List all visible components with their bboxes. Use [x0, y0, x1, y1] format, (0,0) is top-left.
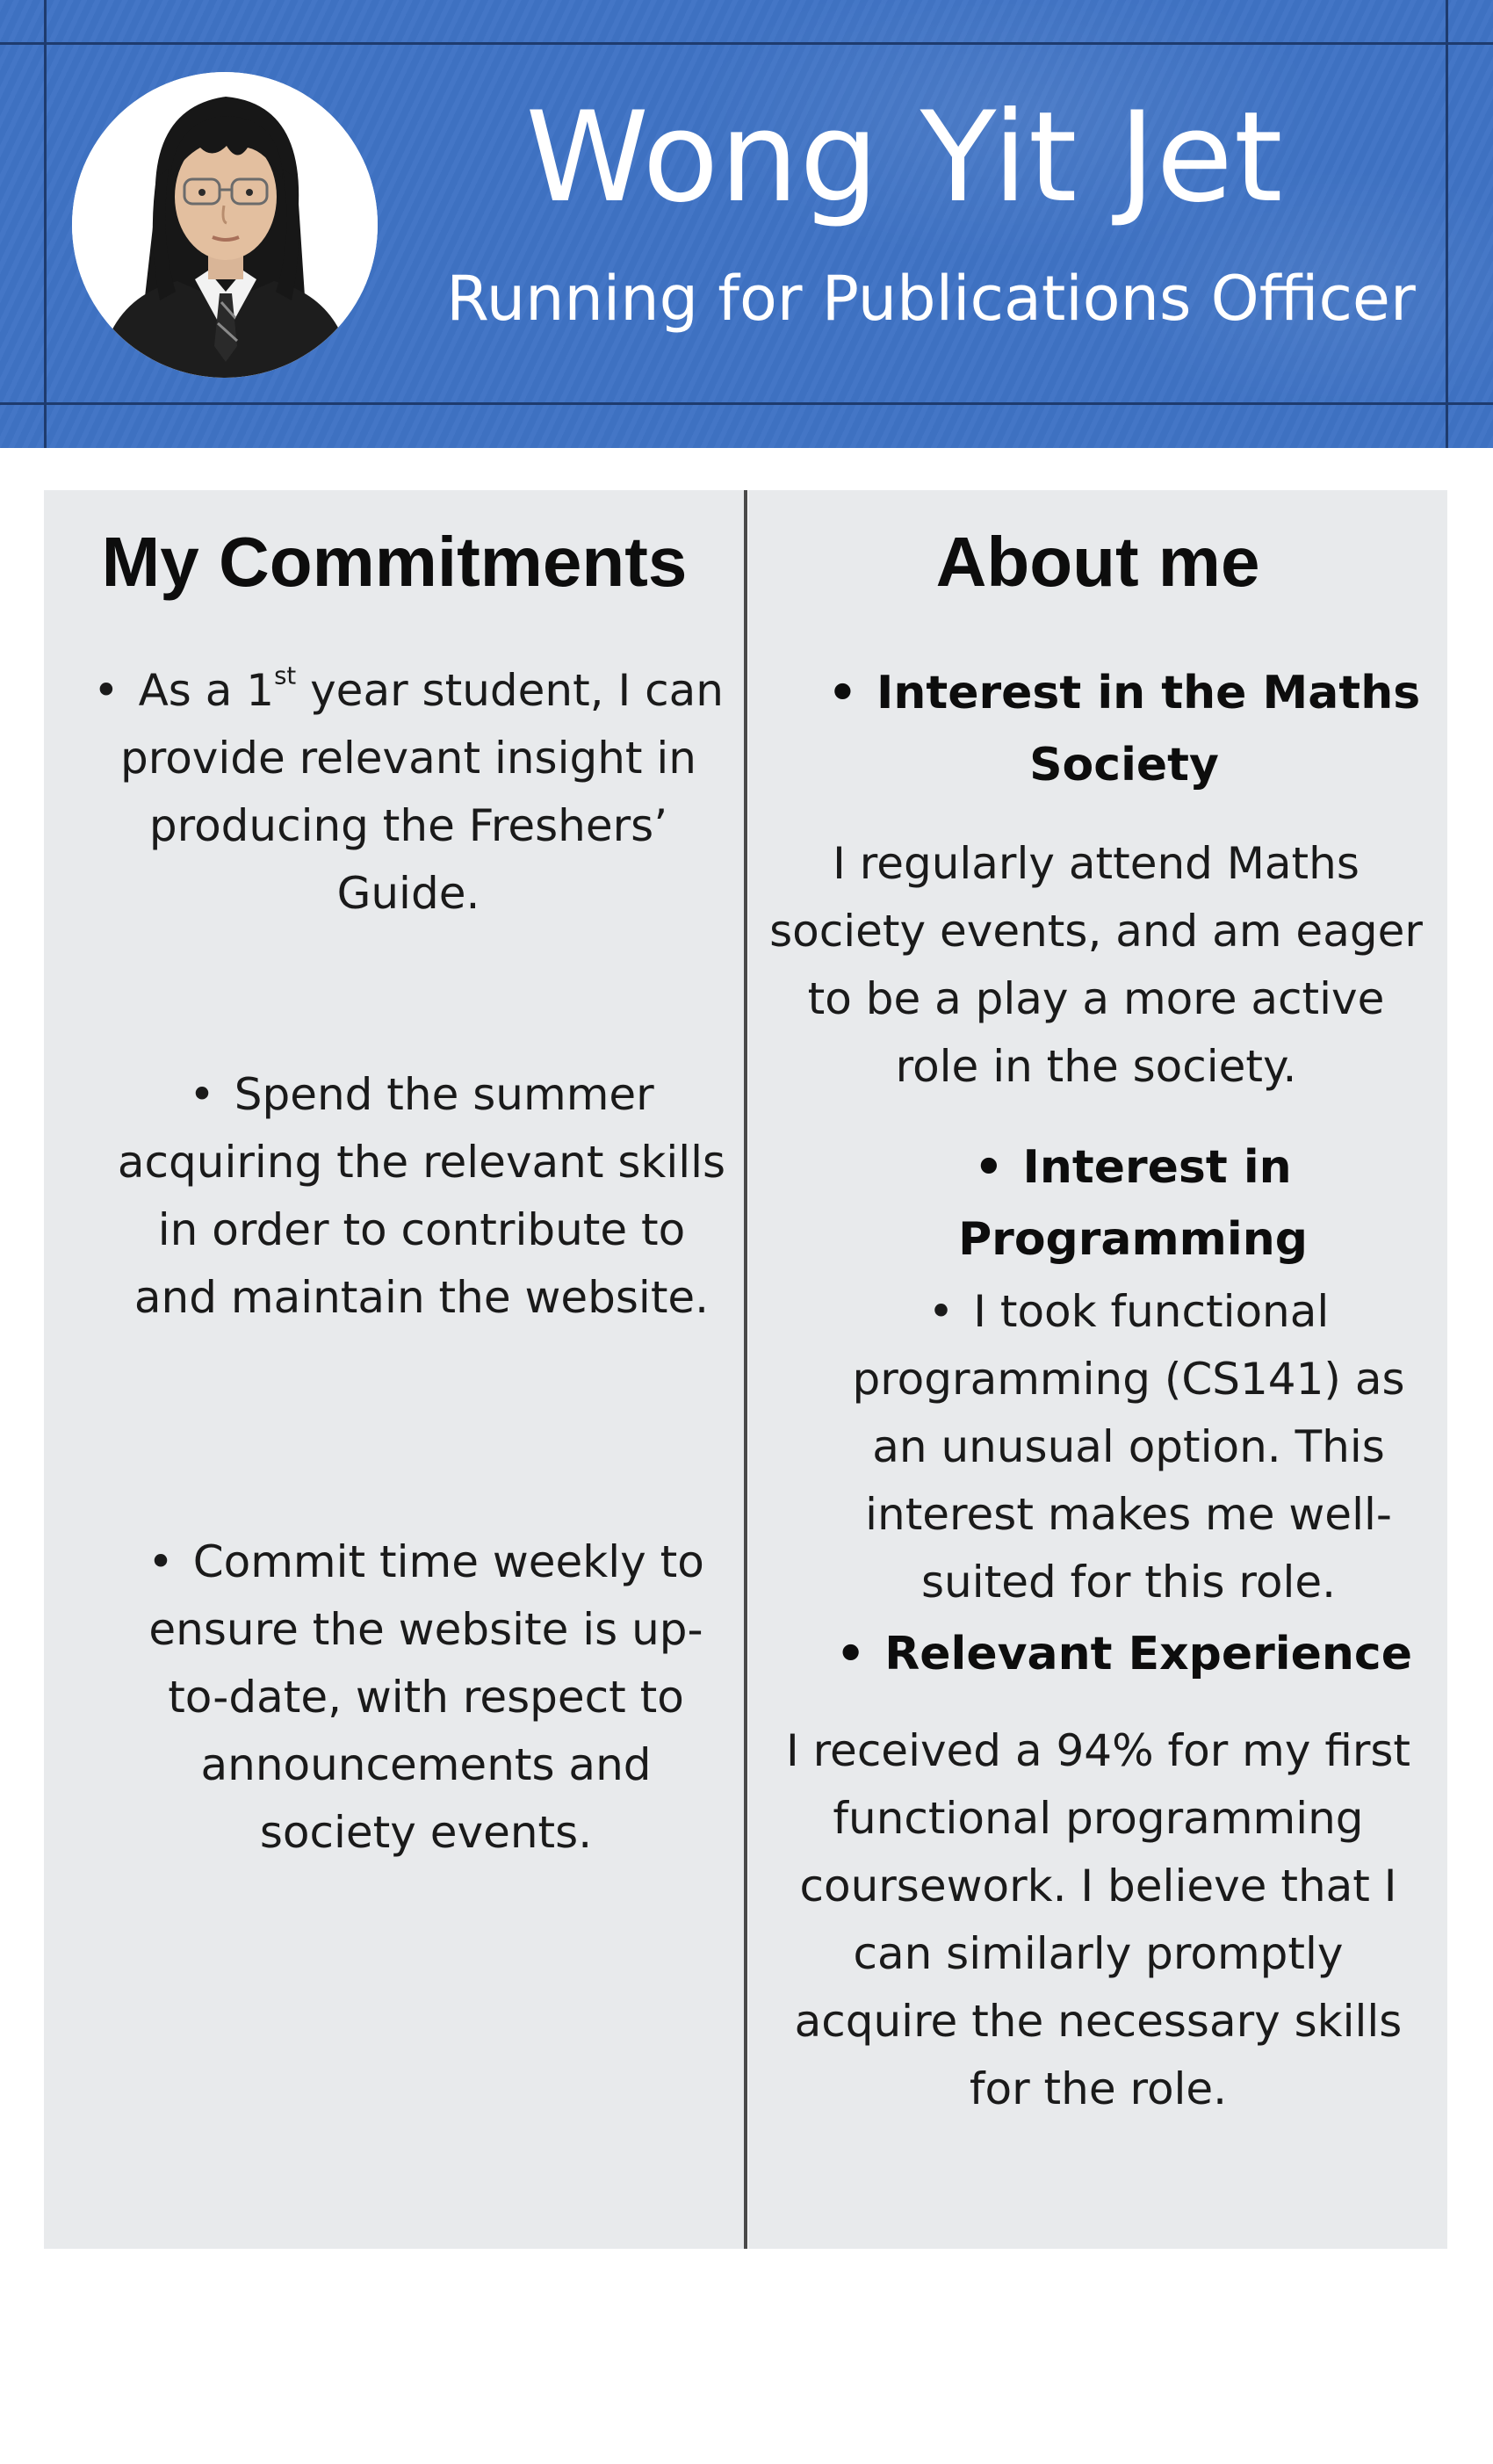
- about-section-maths-title-text: Interest in the Maths Society: [876, 667, 1421, 791]
- about-section-maths-title: Interest in the Maths Society: [808, 657, 1440, 801]
- frame-line-right: [1446, 0, 1448, 448]
- commitment-item-3-text: Commit time weekly to ensure the website…: [148, 1536, 704, 1858]
- candidate-role: Running for Publications Officer: [446, 263, 1416, 335]
- commitment-item-2-text: Spend the summer acquiring the relevant …: [117, 1069, 726, 1323]
- commitment-item-1-pre: As a 1: [138, 665, 275, 716]
- candidate-name: Wong Yit Jet: [525, 85, 1284, 230]
- frame-line-left: [44, 0, 47, 448]
- about-section-experience-body: I received a 94% for my first functional…: [785, 1725, 1411, 2114]
- column-divider: [744, 490, 747, 2249]
- about-section-experience-title-text: Relevant Experience: [884, 1628, 1413, 1680]
- header-banner: Wong Yit Jet Running for Publications Of…: [0, 0, 1493, 448]
- about-heading: About me: [935, 523, 1260, 601]
- commitment-item-1-post: year student, I can provide relevant ins…: [120, 665, 724, 919]
- about-section-experience-title: Relevant Experience: [790, 1618, 1458, 1690]
- commitment-item-3: Commit time weekly to ensure the website…: [119, 1528, 733, 1867]
- commitment-item-1: As a 1st year student, I can provide rel…: [83, 657, 733, 928]
- about-section-programming-body: I took functional programming (CS141) as…: [826, 1278, 1432, 1616]
- frame-line-bottom: [0, 402, 1493, 405]
- about-section-programming-body-text: I took functional programming (CS141) as…: [852, 1286, 1405, 1608]
- about-section-maths-body: I regularly attend Maths society events,…: [769, 838, 1423, 1092]
- commitment-item-2: Spend the summer acquiring the relevant …: [114, 1061, 729, 1332]
- about-section-programming-title: Interest in Programming: [887, 1131, 1379, 1275]
- about-section-programming-title-text: Interest in Programming: [958, 1141, 1308, 1266]
- frame-line-top: [0, 42, 1493, 45]
- candidate-photo: [72, 72, 378, 378]
- commitment-item-1-sup: st: [274, 661, 297, 690]
- commitments-heading: My Commitments: [101, 523, 688, 601]
